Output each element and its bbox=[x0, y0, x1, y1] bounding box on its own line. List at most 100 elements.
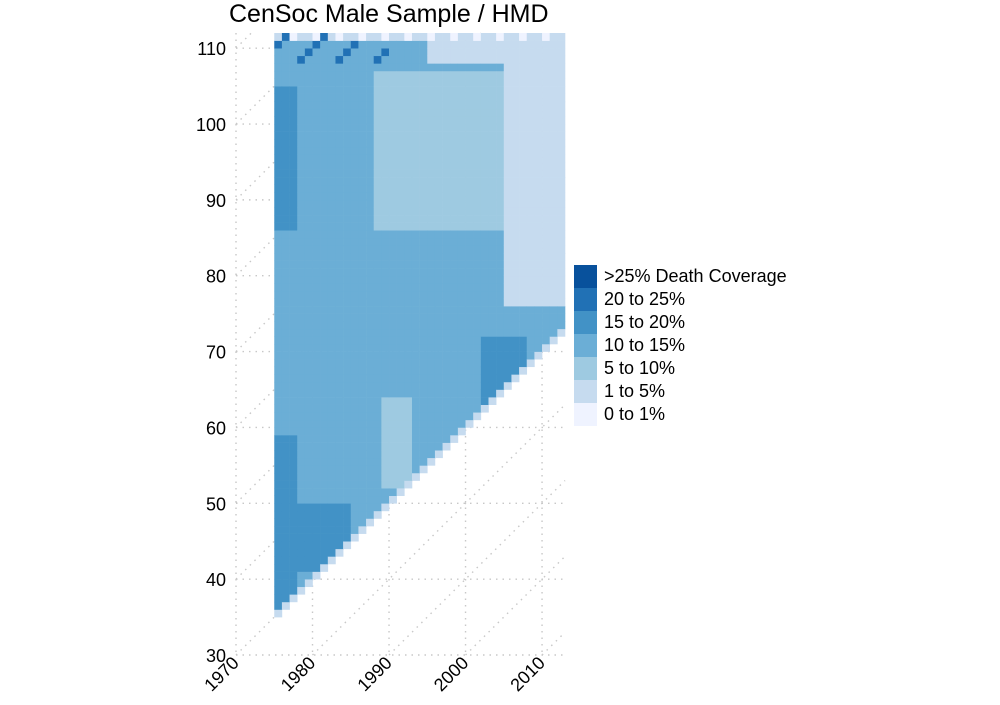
heatmap-cell bbox=[327, 336, 336, 345]
heatmap-cell bbox=[404, 101, 413, 110]
heatmap-cell bbox=[373, 169, 382, 178]
heatmap-cell bbox=[373, 48, 382, 57]
heatmap-cell bbox=[419, 215, 428, 223]
heatmap-cell bbox=[312, 397, 321, 405]
heatmap-cell bbox=[389, 207, 397, 216]
heatmap-cell bbox=[473, 55, 482, 64]
heatmap-cell bbox=[519, 359, 528, 368]
heatmap-cell bbox=[281, 548, 290, 557]
heatmap-cell bbox=[366, 351, 375, 360]
heatmap-cell bbox=[519, 154, 528, 163]
heatmap-cell bbox=[396, 442, 405, 451]
heatmap-cell bbox=[480, 366, 489, 375]
heatmap-cell bbox=[549, 230, 558, 239]
heatmap-cell bbox=[480, 306, 489, 314]
heatmap-cell bbox=[411, 48, 420, 57]
heatmap-cell bbox=[411, 101, 420, 110]
heatmap-cell bbox=[503, 275, 512, 284]
heatmap-cell bbox=[312, 215, 321, 223]
heatmap-cell bbox=[480, 86, 489, 94]
heatmap-cell bbox=[488, 237, 497, 246]
heatmap-cell bbox=[373, 154, 382, 163]
heatmap-cell bbox=[366, 33, 375, 41]
heatmap-cell bbox=[281, 480, 290, 489]
heatmap-cell bbox=[335, 161, 344, 170]
heatmap-cell bbox=[442, 404, 451, 413]
heatmap-cell bbox=[542, 260, 550, 269]
heatmap-cell bbox=[480, 116, 489, 125]
heatmap-cell bbox=[320, 306, 329, 314]
heatmap-cell bbox=[503, 161, 512, 170]
heatmap-cell bbox=[549, 139, 558, 148]
heatmap-cell bbox=[350, 101, 359, 110]
heatmap-cell bbox=[381, 336, 390, 345]
legend-label: 15 to 20% bbox=[604, 312, 686, 332]
heatmap-cell bbox=[350, 63, 359, 72]
heatmap-cell bbox=[503, 124, 512, 132]
heatmap-cell bbox=[542, 207, 550, 216]
heatmap-cell bbox=[297, 427, 306, 436]
heatmap-cell bbox=[480, 48, 489, 57]
heatmap-cell bbox=[289, 40, 298, 49]
heatmap-cell bbox=[526, 321, 535, 330]
heatmap-cell bbox=[281, 442, 290, 451]
heatmap-cell bbox=[434, 63, 443, 72]
heatmap-cell bbox=[358, 40, 367, 49]
heatmap-cell bbox=[289, 306, 298, 314]
heatmap-cell bbox=[427, 313, 436, 322]
heatmap-cell bbox=[289, 579, 298, 588]
heatmap-cell bbox=[404, 169, 413, 178]
heatmap-cell bbox=[480, 101, 489, 110]
heatmap-cell bbox=[411, 33, 420, 41]
heatmap-cell bbox=[335, 472, 344, 481]
heatmap-cell bbox=[304, 563, 313, 572]
heatmap-cell bbox=[373, 177, 382, 186]
heatmap-cell bbox=[327, 351, 336, 360]
heatmap-cell bbox=[304, 435, 313, 443]
heatmap-cell bbox=[373, 215, 382, 223]
heatmap-cell bbox=[304, 313, 313, 322]
heatmap-cell bbox=[511, 93, 520, 102]
heatmap-cell bbox=[519, 245, 528, 254]
heatmap-cell bbox=[350, 374, 359, 383]
heatmap-cell bbox=[404, 207, 413, 216]
heatmap-cell bbox=[542, 55, 550, 64]
heatmap-cell bbox=[557, 161, 566, 170]
heatmap-cell bbox=[335, 404, 344, 413]
heatmap-cell bbox=[557, 321, 566, 330]
heatmap-cell bbox=[320, 146, 329, 155]
heatmap-cell bbox=[327, 169, 336, 178]
heatmap-cell bbox=[511, 86, 520, 94]
heatmap-cell bbox=[327, 146, 336, 155]
heatmap-cell bbox=[542, 290, 550, 299]
heatmap-cell bbox=[534, 344, 543, 352]
heatmap-cell bbox=[503, 283, 512, 292]
heatmap-cell bbox=[404, 70, 413, 79]
heatmap-cell bbox=[373, 40, 382, 49]
heatmap-cell bbox=[519, 55, 528, 64]
heatmap-cell bbox=[442, 344, 451, 352]
heatmap-cell bbox=[488, 55, 497, 64]
heatmap-cell bbox=[534, 230, 543, 239]
legend: >25% Death Coverage 20 to 25% 15 to 20% 10 … bbox=[574, 265, 787, 426]
heatmap-cell bbox=[450, 70, 459, 79]
heatmap-cell bbox=[343, 306, 352, 314]
heatmap-cell bbox=[289, 548, 298, 557]
heatmap-cell bbox=[312, 290, 321, 299]
heatmap-cell bbox=[503, 351, 512, 360]
heatmap-cell bbox=[381, 275, 390, 284]
heatmap-cell bbox=[434, 381, 443, 390]
heatmap-cell bbox=[419, 207, 428, 216]
heatmap-cell bbox=[289, 63, 298, 72]
gridline-diagonal bbox=[235, 32, 405, 201]
heatmap-cell bbox=[281, 450, 290, 459]
heatmap-cell bbox=[404, 63, 413, 72]
heatmap-cell bbox=[289, 146, 298, 155]
heatmap-cell bbox=[297, 518, 306, 527]
heatmap-cell bbox=[473, 412, 482, 421]
heatmap-cell bbox=[358, 404, 367, 413]
heatmap-cell bbox=[442, 93, 451, 102]
heatmap-cell bbox=[549, 245, 558, 254]
heatmap-cell bbox=[465, 328, 474, 337]
heatmap-cell bbox=[534, 245, 543, 254]
